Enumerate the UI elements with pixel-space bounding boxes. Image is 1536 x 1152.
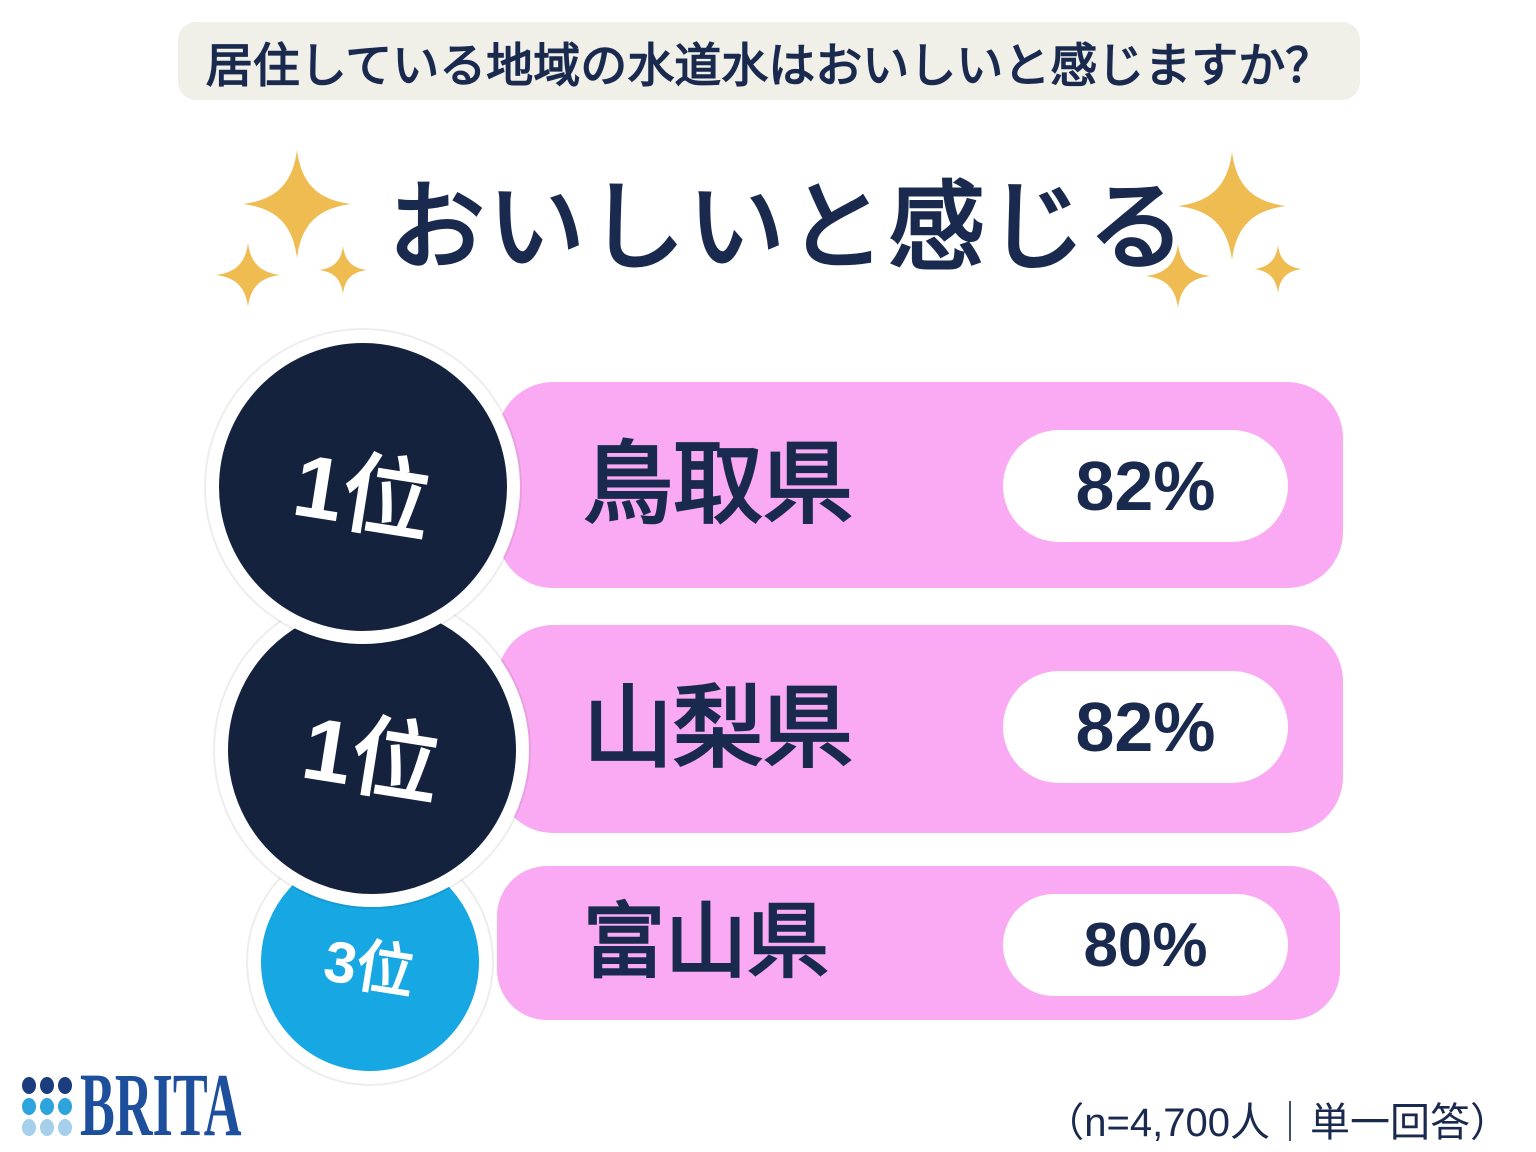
page-title: おいしいと感じる [388,173,1188,282]
prefecture-label-1: 鳥取県 [583,435,853,535]
question-banner: 居住している地域の水道水はおいしいと感じますか？ [178,22,1360,100]
question-text: 居住している地域の水道水はおいしいと感じますか？ [205,38,1333,92]
brita-wordmark: BRITA [80,1056,242,1152]
logo-dot [40,1077,54,1094]
brita-logo: BRITA [22,1061,241,1151]
value-text-3: 80% [1083,910,1208,980]
sparkle-icon [1178,152,1286,260]
value-pill-1: 82% [1003,430,1288,542]
prefecture-label-3: 富山県 [583,897,830,988]
sparkle-icon [319,246,367,294]
value-text-1: 82% [1075,447,1216,525]
sparkle-icon [1254,245,1302,293]
value-pill-3: 80% [1003,894,1288,996]
sparkle-icon [216,243,280,307]
logo-dot [58,1077,72,1094]
sparkle-icon [1146,244,1210,308]
rank-text-1: 1位 [286,434,438,554]
brita-dots-icon [22,1077,72,1136]
logo-dot [22,1119,36,1136]
sample-note: （n=4,700人｜単一回答） [1044,1101,1510,1145]
rank-text-3: 3位 [319,928,419,1007]
value-text-2: 82% [1075,688,1216,766]
rank-text-2: 1位 [295,697,447,817]
logo-dot [40,1119,54,1136]
prefecture-label-2: 山梨県 [583,679,853,779]
logo-dot [40,1098,54,1115]
logo-dot [22,1077,36,1094]
logo-dot [58,1098,72,1115]
rank-badge-1: 1位 [206,330,520,644]
value-pill-2: 82% [1003,671,1288,783]
sparkle-icon [243,150,351,258]
logo-dot [22,1098,36,1115]
logo-dot [58,1119,72,1136]
